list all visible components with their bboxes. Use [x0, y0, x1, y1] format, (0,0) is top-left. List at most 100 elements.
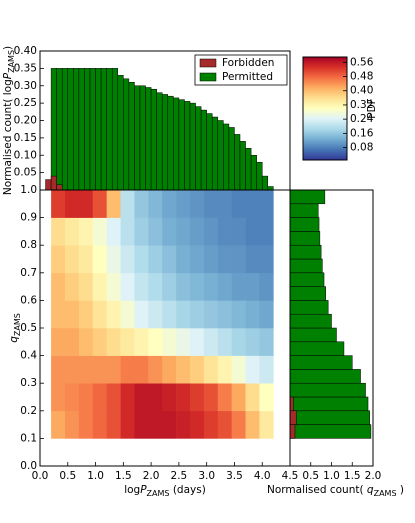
y-tick-label: 0.1 — [20, 432, 37, 444]
heatmap-cell — [245, 383, 260, 412]
heatmap-cell — [78, 328, 94, 356]
x-tick-label: 1.0 — [87, 470, 104, 482]
heatmap-cell — [231, 272, 246, 301]
y-axis-label-part: ZAMS — [7, 50, 16, 73]
x-tick-label: 3.0 — [198, 470, 215, 482]
histogram-bar — [289, 355, 353, 370]
heatmap-cell — [259, 245, 274, 274]
histogram-bar — [234, 134, 241, 191]
heatmap-cell — [148, 383, 163, 412]
heatmap-cell — [231, 190, 246, 218]
heatmap-cell — [245, 217, 260, 246]
histogram-bar — [267, 186, 274, 191]
heatmap-cell — [162, 245, 177, 274]
histogram-bar — [78, 68, 85, 191]
heatmap-cell — [190, 190, 205, 218]
heatmap-cell — [190, 355, 205, 384]
histogram-bar — [73, 68, 80, 191]
colorbar-tick-label: 0.08 — [350, 142, 373, 154]
histogram-bar — [261, 175, 269, 191]
histogram-bar — [256, 161, 263, 191]
heatmap-cell — [134, 217, 149, 246]
heatmap-cell — [190, 410, 205, 439]
heatmap-cell — [51, 410, 66, 439]
heatmap-cell — [120, 190, 135, 218]
histogram-bar — [289, 424, 296, 439]
heatmap-cell — [65, 328, 80, 356]
legend-swatch — [199, 58, 217, 68]
y-tick-label: 0.4 — [20, 350, 37, 362]
heatmap-cell — [120, 328, 135, 356]
heatmap-cell — [148, 355, 163, 384]
heatmap-cell — [162, 190, 177, 218]
heatmap-cell — [65, 190, 80, 218]
heatmap-cell — [190, 300, 205, 329]
heatmap-cell — [51, 190, 66, 218]
heatmap-cell — [106, 272, 121, 301]
histogram-bar — [239, 141, 246, 191]
histogram-bar — [289, 382, 366, 398]
colorbar-tick-label: 0.56 — [350, 56, 374, 68]
heatmap-cell — [259, 300, 274, 329]
heatmap-cell — [176, 383, 191, 412]
histogram-bar — [95, 68, 102, 191]
heatmap-cell — [148, 272, 163, 301]
heatmap-cell — [106, 245, 121, 274]
heatmap-cell — [231, 355, 246, 384]
histogram-bar — [200, 109, 207, 191]
histogram-bar — [289, 244, 322, 260]
heatmap-cell — [148, 190, 163, 218]
histogram-bar — [156, 92, 163, 191]
y-axis-label-part: P — [2, 72, 14, 79]
histogram-bar — [89, 68, 96, 191]
heatmap-cell — [176, 410, 191, 439]
x-tick-label: 4.0 — [254, 470, 271, 482]
heatmap-cell — [217, 355, 232, 384]
heatmap-cell — [245, 328, 260, 356]
heatmap-cell — [162, 300, 177, 329]
y-axis-label-part: Normalised count( log — [2, 79, 14, 195]
heatmap-cell — [176, 272, 191, 301]
histogram-bar — [56, 68, 63, 191]
heatmap-cell — [231, 217, 246, 246]
y-tick-label: 0.7 — [20, 267, 37, 279]
colorbar-tick-label: 0.16 — [350, 127, 374, 139]
histogram-bar — [289, 203, 319, 218]
heatmap-cell — [65, 217, 80, 246]
histogram-bar — [217, 120, 224, 191]
heatmap-cell — [106, 355, 121, 384]
heatmap-cell — [245, 355, 260, 384]
histogram-bar — [289, 286, 326, 301]
histogram-bar — [189, 102, 196, 191]
histogram-bar — [245, 148, 252, 191]
heatmap-cell — [176, 245, 191, 274]
heatmap-cell — [203, 217, 219, 246]
heatmap-cell — [134, 190, 149, 218]
heatmap-cell — [217, 383, 232, 412]
colorbar-tick-label: 0.48 — [350, 71, 373, 83]
heatmap-cell — [106, 383, 121, 412]
heatmap-cell — [106, 300, 121, 329]
heatmap-cell — [217, 272, 232, 301]
heatmap-cell — [134, 410, 149, 439]
x-tick-label: 0.0 — [32, 470, 49, 482]
histogram-bar — [223, 123, 230, 191]
y-tick-label: 0.5 — [20, 322, 37, 334]
x-tick-label: 2.0 — [143, 470, 160, 482]
heatmap-cell — [51, 217, 66, 246]
histogram-bar — [145, 87, 152, 191]
histogram-bar — [56, 184, 63, 191]
heatmap-cell — [245, 272, 260, 301]
heatmap-cell — [190, 245, 205, 274]
y-tick-label: 0.20 — [14, 115, 37, 127]
y-tick-label: 0.2 — [20, 405, 37, 417]
legend-label: Forbidden — [222, 57, 274, 69]
x-tick-label: 2.0 — [365, 470, 382, 482]
histogram-bar — [178, 99, 185, 191]
histogram-bar — [123, 78, 130, 191]
heatmap-cell — [162, 272, 177, 301]
heatmap-cell — [259, 272, 274, 301]
heatmap-cell — [231, 410, 246, 439]
y-tick-label: 0.3 — [20, 377, 37, 389]
